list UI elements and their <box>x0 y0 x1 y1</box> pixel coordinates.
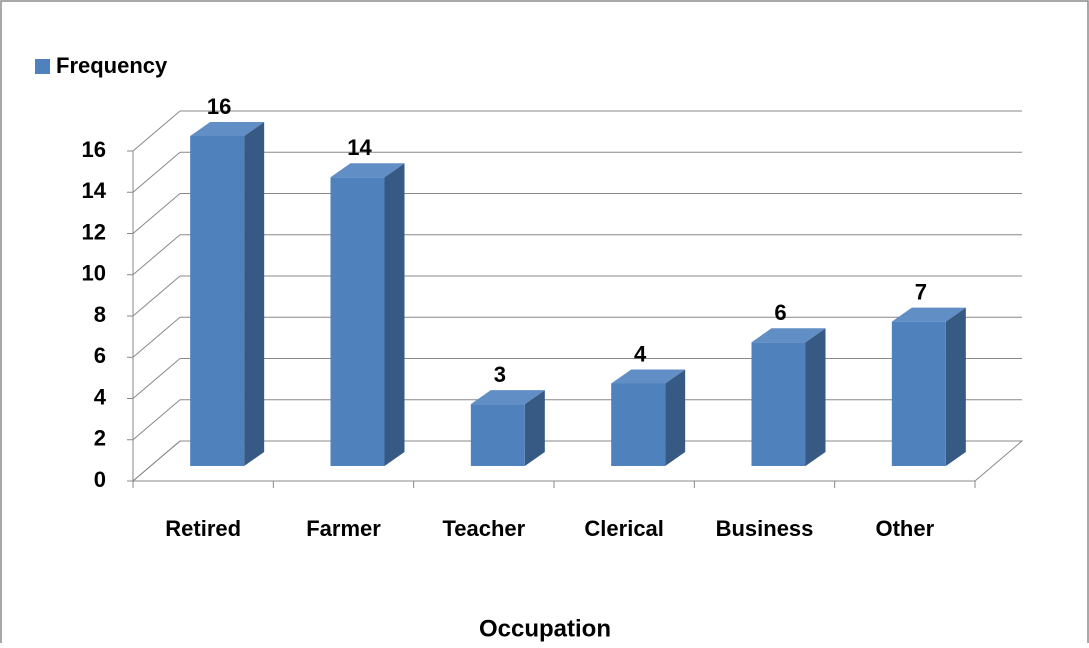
bar <box>891 321 946 466</box>
data-label: 7 <box>915 279 927 304</box>
bar-top <box>611 369 686 384</box>
y-tick-label: 10 <box>82 261 106 286</box>
data-label: 14 <box>347 135 372 160</box>
data-label: 16 <box>207 94 231 119</box>
grid-line <box>132 234 181 276</box>
bar-top <box>891 307 966 322</box>
y-tick-label: 12 <box>82 219 106 244</box>
grid-line <box>132 316 181 358</box>
y-tick-label: 14 <box>82 178 107 203</box>
grid-line <box>132 440 181 482</box>
data-label: 4 <box>634 341 647 366</box>
bar <box>190 136 245 466</box>
y-tick-label: 4 <box>94 384 107 409</box>
bar-side <box>805 328 826 466</box>
grid-line <box>132 193 181 234</box>
y-tick-label: 0 <box>94 467 106 492</box>
bar <box>611 383 666 466</box>
legend-swatch <box>35 59 50 74</box>
grid-line <box>132 151 181 193</box>
bar-side <box>665 369 686 466</box>
grid-line <box>132 358 181 399</box>
x-axis-title: Occupation <box>479 615 611 642</box>
x-tick-label: Retired <box>165 516 241 541</box>
data-label: 6 <box>774 300 786 325</box>
y-tick-label: 6 <box>94 343 106 368</box>
bar-side <box>524 390 545 466</box>
bar-side <box>384 163 405 466</box>
x-tick-label: Business <box>716 516 814 541</box>
x-tick-label: Clerical <box>584 516 664 541</box>
bar <box>751 342 806 466</box>
bar-top <box>470 390 545 405</box>
grid-line <box>132 399 181 441</box>
grid-line <box>132 110 181 152</box>
x-tick-label: Teacher <box>442 516 525 541</box>
y-tick-label: 16 <box>82 137 106 162</box>
y-tick-label: 8 <box>94 302 106 327</box>
legend-label: Frequency <box>56 53 168 78</box>
bar-top <box>751 328 826 343</box>
bar-top <box>190 122 265 136</box>
x-tick-label: Other <box>875 516 934 541</box>
y-tick-label: 2 <box>94 426 106 451</box>
bar-top <box>330 163 405 178</box>
data-label: 3 <box>494 362 506 387</box>
bar-side <box>945 307 966 466</box>
bar <box>470 404 525 466</box>
x-tick-label: Farmer <box>306 516 381 541</box>
grid-line <box>132 275 181 317</box>
bar <box>330 177 385 466</box>
bar-side <box>244 122 265 466</box>
